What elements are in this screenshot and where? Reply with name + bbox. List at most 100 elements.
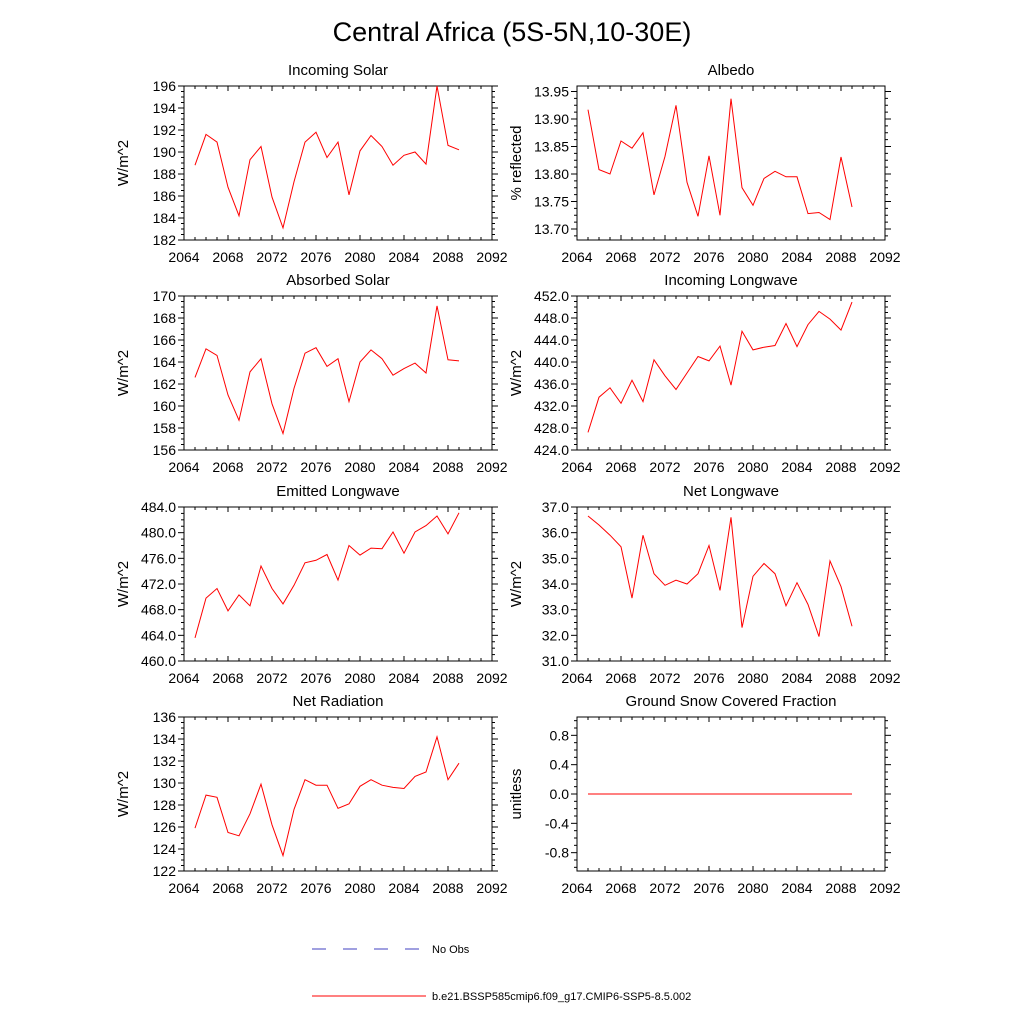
x-tick-label: 2088 (825, 670, 856, 686)
y-tick-label: 424.0 (534, 442, 569, 458)
x-tick-label: 2088 (825, 880, 856, 896)
y-tick-label: 188 (153, 166, 177, 182)
y-tick-label: 0.8 (550, 727, 570, 743)
legend: No Obs b.e21.BSSP585cmip6.f09_g17.CMIP6-… (312, 944, 691, 1003)
x-tick-label: 2088 (825, 459, 856, 475)
x-tick-label: 2084 (781, 670, 812, 686)
series-line-albedo (587, 98, 853, 221)
y-tick-label: 33.0 (542, 602, 569, 618)
panel-title: Incoming Solar (288, 62, 388, 79)
x-tick-label: 2064 (561, 249, 592, 265)
x-tick-label: 2072 (256, 880, 287, 896)
panel-title: Net Radiation (293, 693, 384, 710)
x-tick-label: 2072 (649, 249, 680, 265)
x-tick-label: 2088 (432, 880, 463, 896)
y-axis-label: W/m^2 (115, 561, 132, 607)
y-tick-label: 132 (153, 753, 177, 769)
y-tick-label: 13.95 (534, 84, 569, 100)
x-tick-label: 2092 (476, 880, 507, 896)
panel-albedo: Albedo % reflected 2064 2068 2072 2076 2080 208… (508, 62, 901, 265)
y-axis-label: % reflected (508, 125, 525, 200)
x-tick-label: 2076 (693, 670, 724, 686)
series-line-net-radiation (194, 734, 460, 858)
x-tick-label: 2092 (476, 249, 507, 265)
y-tick-label: 124 (153, 841, 177, 857)
x-tick-label: 2076 (693, 880, 724, 896)
x-tick-label: 2068 (212, 459, 243, 475)
y-axis-label: W/m^2 (115, 140, 132, 186)
y-tick-label: 122 (153, 863, 177, 879)
series-line-emitted-longwave (194, 512, 460, 639)
x-tick-label: 2092 (869, 459, 900, 475)
x-tick-label: 2084 (781, 249, 812, 265)
x-tick-label: 2068 (605, 670, 636, 686)
y-tick-label: -0.4 (545, 815, 569, 831)
y-axis-label: W/m^2 (115, 771, 132, 817)
panel-incoming-solar: Incoming Solar W/m^2 2064 2068 2072 2076 2080 2… (115, 62, 508, 265)
y-tick-label: 432.0 (534, 398, 569, 414)
x-tick-label: 2064 (561, 670, 592, 686)
x-tick-label: 2072 (649, 880, 680, 896)
y-tick-label: 480.0 (141, 525, 176, 541)
legend-label-model: b.e21.BSSP585cmip6.f09_g17.CMIP6-SSP5-8.… (432, 991, 691, 1003)
y-tick-label: 136 (153, 709, 177, 725)
y-axis-label: unitless (508, 769, 525, 820)
x-tick-label: 2072 (649, 670, 680, 686)
x-tick-label: 2080 (737, 880, 768, 896)
series-line-incoming-solar (194, 85, 460, 230)
y-tick-label: 186 (153, 188, 177, 204)
series-line-incoming-longwave (587, 301, 853, 433)
y-tick-label: 448.0 (534, 310, 569, 326)
y-tick-label: 440.0 (534, 354, 569, 370)
y-tick-label: 168 (153, 310, 177, 326)
x-tick-label: 2064 (561, 880, 592, 896)
y-tick-label: 158 (153, 420, 177, 436)
y-tick-label: 194 (153, 100, 177, 116)
y-tick-label: 190 (153, 144, 177, 160)
panel-emitted-longwave: Emitted Longwave W/m^2 2064 2068 2072 2076 208… (115, 483, 508, 686)
y-tick-label: 0.0 (550, 786, 570, 802)
y-tick-label: 182 (153, 232, 177, 248)
x-tick-label: 2084 (781, 880, 812, 896)
panel-net-longwave: Net Longwave W/m^2 2064 2068 2072 2076 2080 208… (508, 483, 901, 686)
panel-absorbed-solar: Absorbed Solar W/m^2 2064 2068 2072 2076 2080 2… (115, 272, 508, 475)
y-tick-label: 196 (153, 78, 177, 94)
x-tick-label: 2068 (605, 249, 636, 265)
x-tick-label: 2092 (869, 670, 900, 686)
x-tick-label: 2080 (344, 670, 375, 686)
y-tick-label: 13.85 (534, 139, 569, 155)
y-tick-label: 184 (153, 210, 177, 226)
legend-label-no-obs: No Obs (432, 944, 470, 956)
x-tick-label: 2068 (212, 249, 243, 265)
y-tick-label: 126 (153, 819, 177, 835)
y-tick-label: 452.0 (534, 288, 569, 304)
panel-net-radiation: Net Radiation W/m^2 2064 2068 2072 2076 2080 20… (115, 693, 508, 896)
x-tick-label: 2076 (300, 880, 331, 896)
x-tick-label: 2092 (476, 459, 507, 475)
x-tick-label: 2076 (300, 670, 331, 686)
x-tick-label: 2088 (825, 249, 856, 265)
y-tick-label: 13.80 (534, 166, 569, 182)
x-tick-label: 2072 (649, 459, 680, 475)
y-tick-label: 468.0 (141, 602, 176, 618)
x-tick-label: 2084 (388, 459, 419, 475)
x-tick-label: 2080 (344, 880, 375, 896)
x-tick-label: 2088 (432, 670, 463, 686)
y-tick-label: 428.0 (534, 420, 569, 436)
y-tick-label: 170 (153, 288, 177, 304)
y-tick-label: 156 (153, 442, 177, 458)
x-tick-label: 2084 (388, 670, 419, 686)
panels-container: Incoming Solar W/m^2 2064 2068 2072 2076 2080 2… (115, 62, 901, 896)
panel-ground-snow-covered-fraction: Ground Snow Covered Fraction unitless 2064… (508, 693, 901, 896)
x-tick-label: 2064 (168, 880, 199, 896)
x-tick-label: 2092 (476, 670, 507, 686)
y-tick-label: 464.0 (141, 627, 176, 643)
series-line-absorbed-solar (194, 305, 460, 436)
y-tick-label: 35.0 (542, 550, 569, 566)
x-tick-label: 2068 (212, 880, 243, 896)
panel-incoming-longwave: Incoming Longwave W/m^2 2064 2068 2072 2076 20… (508, 272, 901, 475)
y-tick-label: 32.0 (542, 627, 569, 643)
y-tick-label: 160 (153, 398, 177, 414)
x-tick-label: 2084 (388, 249, 419, 265)
